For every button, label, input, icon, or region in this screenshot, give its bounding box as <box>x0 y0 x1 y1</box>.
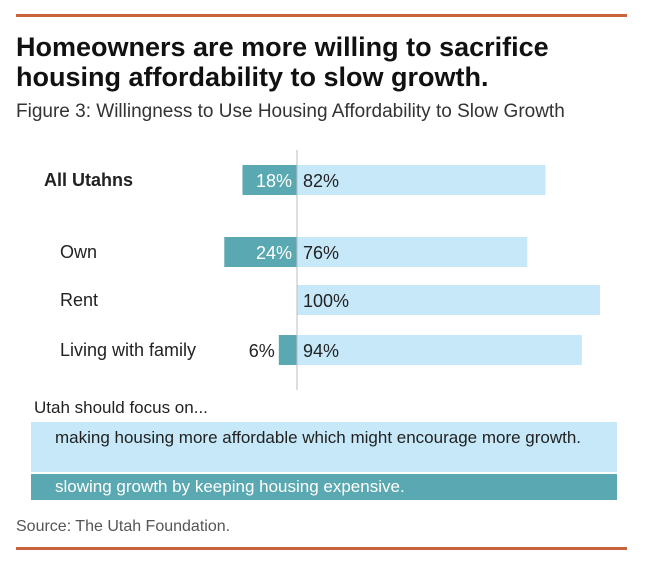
value-label-slow-growth-1: 24% <box>256 243 292 263</box>
bar-slow-growth-1 <box>224 237 297 267</box>
bar-slow-growth-3 <box>278 335 297 365</box>
bar-affordable-0 <box>297 165 546 195</box>
bottom-rule <box>16 547 627 550</box>
category-label-3: Living with family <box>60 340 196 360</box>
value-label-slow-growth-3: 6% <box>249 341 275 361</box>
legend-item-affordable: making housing more affordable which mig… <box>31 422 617 472</box>
bar-affordable-2 <box>297 285 600 315</box>
category-label-1: Own <box>60 242 97 262</box>
chart-title: Homeowners are more willing to sacrifice… <box>16 32 549 92</box>
bar-slow-growth-0 <box>242 165 297 195</box>
category-label-2: Rent <box>60 290 98 310</box>
value-label-affordable-2: 100% <box>303 291 349 311</box>
value-label-affordable-0: 82% <box>303 171 339 191</box>
source-note: Source: The Utah Foundation. <box>16 518 231 535</box>
bar-affordable-1 <box>297 237 528 267</box>
category-label-0: All Utahns <box>44 170 133 190</box>
value-label-affordable-3: 94% <box>303 341 339 361</box>
value-label-affordable-1: 76% <box>303 243 339 263</box>
chart-subtitle: Figure 3: Willingness to Use Housing Aff… <box>16 101 565 122</box>
top-rule <box>16 14 627 17</box>
legend-title: Utah should focus on... <box>34 398 208 417</box>
bar-affordable-3 <box>297 335 582 365</box>
value-label-slow-growth-0: 18% <box>256 171 292 191</box>
bar-chart: All Utahns 18% 82% Own 24% 76% Rent 100% Living … <box>44 150 600 390</box>
legend-item-slow-growth: slowing growth by keeping housing expens… <box>31 474 617 500</box>
